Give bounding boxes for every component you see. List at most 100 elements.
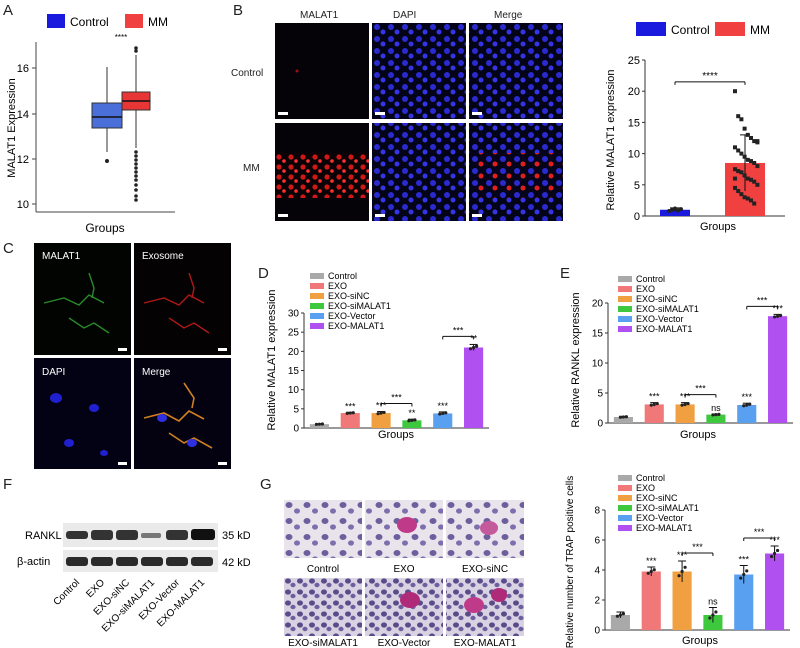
data-point <box>742 195 747 200</box>
data-point <box>749 159 753 164</box>
y-tick-label: 5 <box>634 180 640 192</box>
data-point <box>655 402 659 406</box>
data-point <box>772 315 777 319</box>
data-point <box>775 314 780 318</box>
y-tick-label: 6 <box>594 536 600 547</box>
micrograph-label-malat1: MALAT1 <box>42 251 81 262</box>
micrograph-mm-dapi <box>372 123 466 221</box>
significance-label: *** <box>738 555 749 565</box>
y-tick-label: 0 <box>594 626 600 637</box>
data-point <box>736 189 741 194</box>
legend-label-mm: MM <box>750 23 770 37</box>
legend-swatch <box>310 303 324 309</box>
legend-label: Control <box>636 473 665 483</box>
data-point <box>749 177 753 182</box>
data-point <box>468 347 473 351</box>
data-point <box>742 404 746 408</box>
panel-e-bar-chart: ControlEXOEXO-siNCEXO-siMALAT1EXO-Vector… <box>570 274 793 441</box>
bar <box>613 417 633 423</box>
data-point <box>379 411 383 415</box>
significance-label: *** <box>649 392 660 402</box>
data-point <box>410 418 414 422</box>
x-axis-label: Groups <box>682 635 719 647</box>
data-point <box>376 412 380 416</box>
blot-label-rankl: RANKL <box>25 530 62 542</box>
data-point <box>680 403 684 407</box>
legend-label: EXO-MALAT1 <box>636 324 692 334</box>
data-point <box>742 173 747 178</box>
data-point <box>646 571 650 575</box>
bar <box>644 404 664 423</box>
histology-exo-vector <box>365 578 443 636</box>
y-tick-label: 0 <box>597 419 603 430</box>
y-tick-label: 14 <box>17 109 29 121</box>
histology-label: EXO-MALAT1 <box>454 638 517 648</box>
y-tick-label: 20 <box>592 299 604 310</box>
legend-label: EXO-Vector <box>328 311 376 321</box>
legend-label: EXO-Vector <box>636 314 684 324</box>
blot-label-beta-actin: β-actin <box>17 556 50 568</box>
histology-label: EXO-Vector <box>378 638 431 648</box>
data-point <box>745 132 750 137</box>
legend-label: Control <box>328 271 357 281</box>
data-point <box>621 612 626 616</box>
legend-swatch <box>618 515 632 521</box>
data-point <box>752 160 757 165</box>
data-point <box>314 422 319 426</box>
legend-label: EXO-siMALAT1 <box>636 503 699 513</box>
legend-label: EXO-siNC <box>328 291 370 301</box>
data-point <box>618 415 623 419</box>
kda-label-rankl: 35 kDa <box>222 530 250 542</box>
legend-swatch <box>618 495 632 501</box>
y-axis-label: MALAT1 Expression <box>6 78 18 177</box>
significance-label: ns <box>711 403 721 413</box>
data-point <box>739 192 744 197</box>
legend-swatch <box>618 296 632 302</box>
lane-label: Control <box>52 577 83 608</box>
legend-label: EXO-Vector <box>636 513 684 523</box>
legend-swatch <box>310 313 324 319</box>
histology-exo-malat1 <box>446 578 524 636</box>
bar <box>433 413 453 428</box>
legend-swatch <box>310 323 324 329</box>
micrograph-label-exosome: Exosome <box>142 251 184 262</box>
panel-label-b: B <box>233 2 244 19</box>
y-tick-label: 25 <box>628 55 640 67</box>
data-point <box>618 613 623 617</box>
data-point <box>317 422 322 426</box>
data-point <box>382 410 386 415</box>
data-point <box>749 136 753 140</box>
y-tick-label: 0 <box>634 211 640 223</box>
data-point <box>778 313 783 318</box>
y-tick-label: 15 <box>628 117 640 129</box>
data-point <box>676 208 680 213</box>
y-tick-label: 10 <box>628 149 640 161</box>
data-point <box>407 419 411 423</box>
data-point <box>351 411 355 415</box>
y-axis-label: Relative MALAT1 expression <box>605 69 617 210</box>
panel-f-western-blot: RANKL β-actin 35 kDa 42 kDa Control EXO … <box>17 523 250 635</box>
legend-swatch <box>618 475 632 481</box>
legend-label: EXO-siMALAT1 <box>636 304 699 314</box>
legend-label: EXO-MALAT1 <box>636 523 692 533</box>
data-point <box>348 411 352 415</box>
y-tick-label: 2 <box>594 596 600 607</box>
col-label-malat1: MALAT1 <box>300 10 339 21</box>
significance-label: ** <box>408 408 416 418</box>
panel-label-d: D <box>258 265 269 282</box>
micrograph-control-malat1 <box>275 23 369 119</box>
panel-label-c: C <box>3 240 14 257</box>
panel-label-a: A <box>3 2 14 19</box>
y-tick-label: 30 <box>288 309 300 320</box>
legend-label: Control <box>636 274 665 284</box>
data-point <box>621 415 626 419</box>
micrograph-exosome <box>134 243 231 355</box>
legend-swatch <box>618 286 632 292</box>
legend-label: EXO-MALAT1 <box>328 321 384 331</box>
data-point <box>667 209 671 214</box>
data-point <box>652 568 656 572</box>
data-point <box>733 89 737 94</box>
panel-a-boxplot: Control MM 10 12 14 16 MALAT1 Expression <box>6 14 175 235</box>
legend-label-mm: MM <box>148 15 168 29</box>
y-axis-label: Relative RANKL expression <box>570 292 582 427</box>
